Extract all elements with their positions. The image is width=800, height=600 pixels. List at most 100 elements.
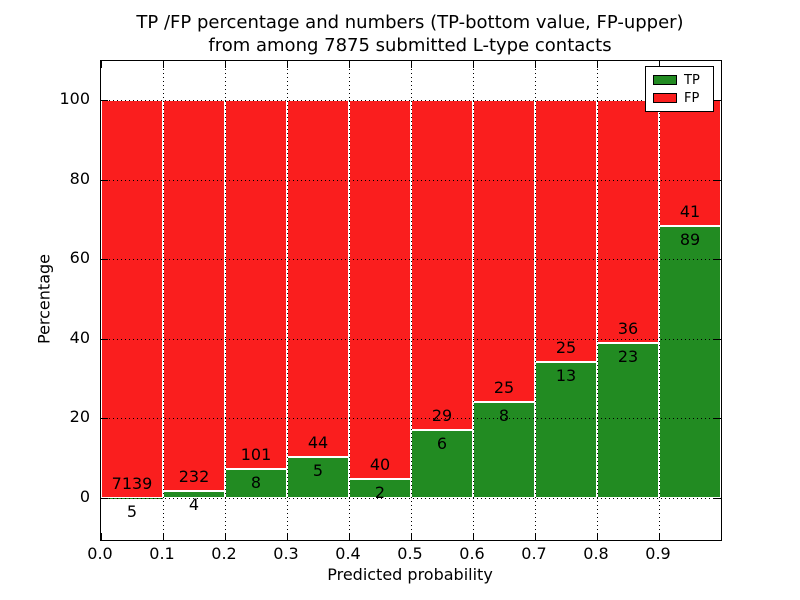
x-tick-mark-top (349, 61, 350, 68)
tp-bar-segment (163, 491, 225, 498)
y-tick-label: 40 (69, 327, 90, 347)
legend-label: TP (684, 72, 700, 88)
tp-count-label: 23 (617, 346, 639, 366)
y-tick-mark-left (101, 418, 108, 420)
y-tick-label: 60 (69, 248, 90, 268)
y-gridline (101, 338, 721, 340)
legend: TP FP (645, 66, 714, 112)
x-tick-mark-top (659, 61, 660, 68)
chart-title: TP /FP percentage and numbers (TP-bottom… (100, 11, 720, 57)
fp-count-label: 25 (555, 337, 577, 357)
x-gridline (473, 61, 474, 540)
plot-area: 7139 5 232 4 101 8 44 5 40 2 29 6 25 8 25 13 36 23 41 89 (100, 60, 722, 541)
tp-bar-segment (535, 361, 597, 498)
tp-legend-swatch (653, 75, 677, 85)
tp-bar-segment (473, 401, 535, 498)
fp-bar-segment (101, 100, 163, 498)
legend-label: FP (684, 90, 700, 106)
x-tick-mark-top (287, 61, 288, 68)
fp-bar-segment (163, 100, 225, 492)
bars-layer (101, 61, 721, 540)
fp-count-label: 36 (617, 318, 639, 338)
x-tick-label: 0.7 (521, 544, 547, 563)
legend-row: TP (653, 74, 706, 87)
tp-bar-segment (225, 468, 287, 498)
tp-count-label: 8 (498, 405, 510, 425)
tp-count-label: 5 (312, 461, 324, 481)
y-gridline (101, 259, 721, 261)
x-gridline (411, 61, 412, 540)
fp-bar-segment (473, 100, 535, 402)
x-tick-label: 0.0 (87, 544, 113, 563)
tp-bar-segment (659, 225, 721, 498)
fp-bar-segment (411, 100, 473, 430)
fp-count-label: 44 (307, 433, 329, 453)
x-gridline (597, 61, 598, 540)
x-tick-mark-bottom (659, 533, 660, 540)
x-gridline (287, 61, 288, 540)
tp-count-label: 13 (555, 365, 577, 385)
x-tick-mark-top (225, 61, 226, 68)
x-gridline (535, 61, 536, 540)
y-tick-mark-right (714, 179, 721, 181)
fp-bar-segment (597, 100, 659, 343)
y-tick-label: 20 (69, 407, 90, 427)
tp-bar-segment (597, 342, 659, 498)
fp-bar-segment (287, 100, 349, 458)
chart-title-line2: from among 7875 submitted L-type contact… (208, 35, 612, 56)
x-tick-mark-bottom (163, 533, 164, 540)
y-tick-mark-left (101, 498, 108, 499)
fp-count-label: 25 (493, 377, 515, 397)
x-tick-mark-bottom (101, 533, 102, 540)
x-axis-label: Predicted probability (327, 565, 493, 584)
fp-bar-segment (225, 100, 287, 469)
x-tick-mark-bottom (287, 533, 288, 540)
tp-count-label: 6 (436, 433, 448, 453)
x-tick-label: 0.2 (211, 544, 237, 563)
fp-count-label: 41 (679, 201, 701, 221)
tp-count-label: 4 (188, 495, 200, 515)
x-gridline (659, 61, 660, 540)
x-tick-mark-top (411, 61, 412, 68)
tp-count-label: 8 (250, 472, 262, 492)
fp-bar-segment (535, 100, 597, 362)
x-tick-label: 0.4 (335, 544, 361, 563)
x-tick-label: 0.3 (273, 544, 299, 563)
y-tick-mark-right (714, 418, 721, 420)
ticks-layer (101, 61, 721, 540)
y-tick-mark-left (101, 100, 108, 101)
y-gridline (101, 418, 721, 420)
tp-count-label: 5 (126, 501, 138, 521)
tp-count-label: 89 (679, 229, 701, 249)
x-tick-mark-bottom (473, 533, 474, 540)
tp-bar-segment (349, 479, 411, 498)
y-tick-label: 80 (69, 168, 90, 188)
x-tick-label: 0.8 (583, 544, 609, 563)
grid-layer (101, 61, 721, 540)
fp-count-label: 101 (240, 444, 272, 464)
y-gridline (101, 179, 721, 181)
x-tick-mark-top (101, 61, 102, 68)
y-tick-mark-left (101, 179, 108, 181)
tp-count-label: 2 (374, 483, 386, 503)
x-tick-mark-top (535, 61, 536, 68)
y-tick-mark-right (714, 100, 721, 101)
x-tick-mark-top (163, 61, 164, 68)
tp-bar-segment (287, 457, 349, 498)
fp-count-label: 7139 (111, 473, 153, 493)
y-tick-mark-left (101, 259, 108, 261)
y-tick-mark-right (714, 498, 721, 499)
x-tick-mark-bottom (349, 533, 350, 540)
fp-count-label: 232 (178, 467, 210, 487)
chart-title-line1: TP /FP percentage and numbers (TP-bottom… (136, 12, 684, 33)
x-tick-label: 0.1 (149, 544, 175, 563)
x-tick-label: 0.9 (645, 544, 671, 563)
x-tick-mark-bottom (225, 533, 226, 540)
fp-count-label: 40 (369, 455, 391, 475)
y-axis-label: Percentage (34, 253, 54, 345)
x-gridline (163, 61, 164, 540)
x-gridline (349, 61, 350, 540)
fp-bar-segment (659, 100, 721, 226)
y-gridline (101, 100, 721, 101)
x-gridline (225, 61, 226, 540)
